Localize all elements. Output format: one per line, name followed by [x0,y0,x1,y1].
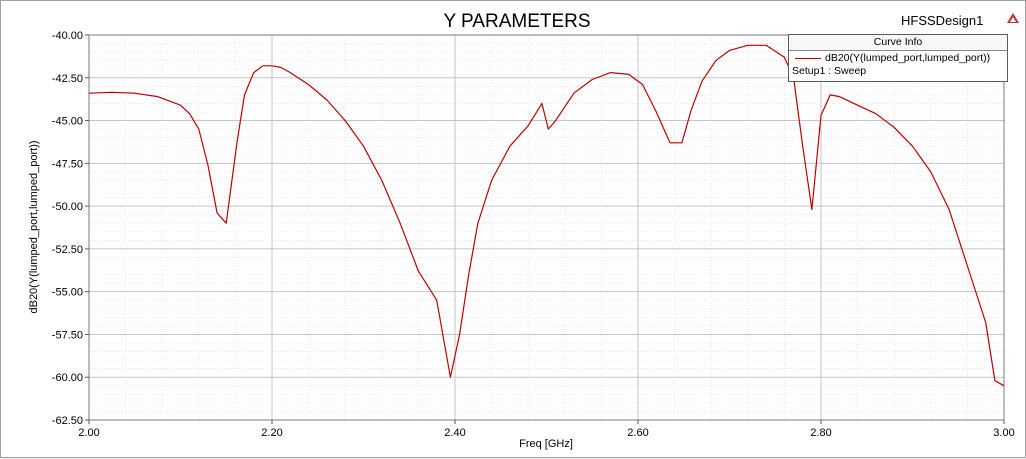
x-tick-label: 2.40 [444,427,465,439]
y-tick-label: -42.50 [52,73,83,85]
curve-info-legend[interactable]: Curve Info dB20(Y(lumped_port,lumped_por… [788,34,1008,82]
x-tick-label: 2.00 [78,427,99,439]
legend-swatch [795,58,821,59]
plot-border [88,34,1005,421]
y-tick-label: -40.00 [52,30,83,42]
y-axis-label: dB20(Y(lumped_port,lumped_port)) [28,140,40,313]
x-tick-label: 2.20 [261,427,282,439]
y-axis-ticks: -40.00 -42.50 -45.00 -47.50 -50.00 -52.50 -55.… [52,30,89,427]
x-tick-label: 2.80 [810,427,831,439]
y-tick-label: -47.50 [52,158,83,170]
y-tick-label: -62.50 [52,415,83,427]
x-tick-label: 2.60 [627,427,648,439]
x-tick-label: 3.00 [993,427,1014,439]
chart-title: Y PARAMETERS [443,11,590,32]
y-tick-label: -55.00 [52,287,83,299]
legend-entry[interactable]: dB20(Y(lumped_port,lumped_port)) [789,51,1007,65]
grid [88,34,1005,421]
legend-setup: Setup1 : Sweep [792,65,867,77]
y-tick-label: -57.50 [52,329,83,341]
y-tick-label: -52.50 [52,244,83,256]
series-line[interactable] [88,44,1005,387]
ansys-logo-icon[interactable] [1007,13,1019,23]
y-tick-label: -45.00 [52,116,83,128]
design-name: HFSSDesign1 [901,13,983,28]
x-axis-ticks: 2.00 2.20 2.40 2.60 2.80 3.00 [78,420,1015,439]
y-tick-label: -60.00 [52,372,83,384]
x-axis-label: Freq [GHz] [519,438,573,450]
y-tick-label: -50.00 [52,201,83,213]
series-group [88,44,1005,387]
legend-entry-label: dB20(Y(lumped_port,lumped_port)) [825,52,991,64]
curve-info-title: Curve Info [789,35,1007,51]
